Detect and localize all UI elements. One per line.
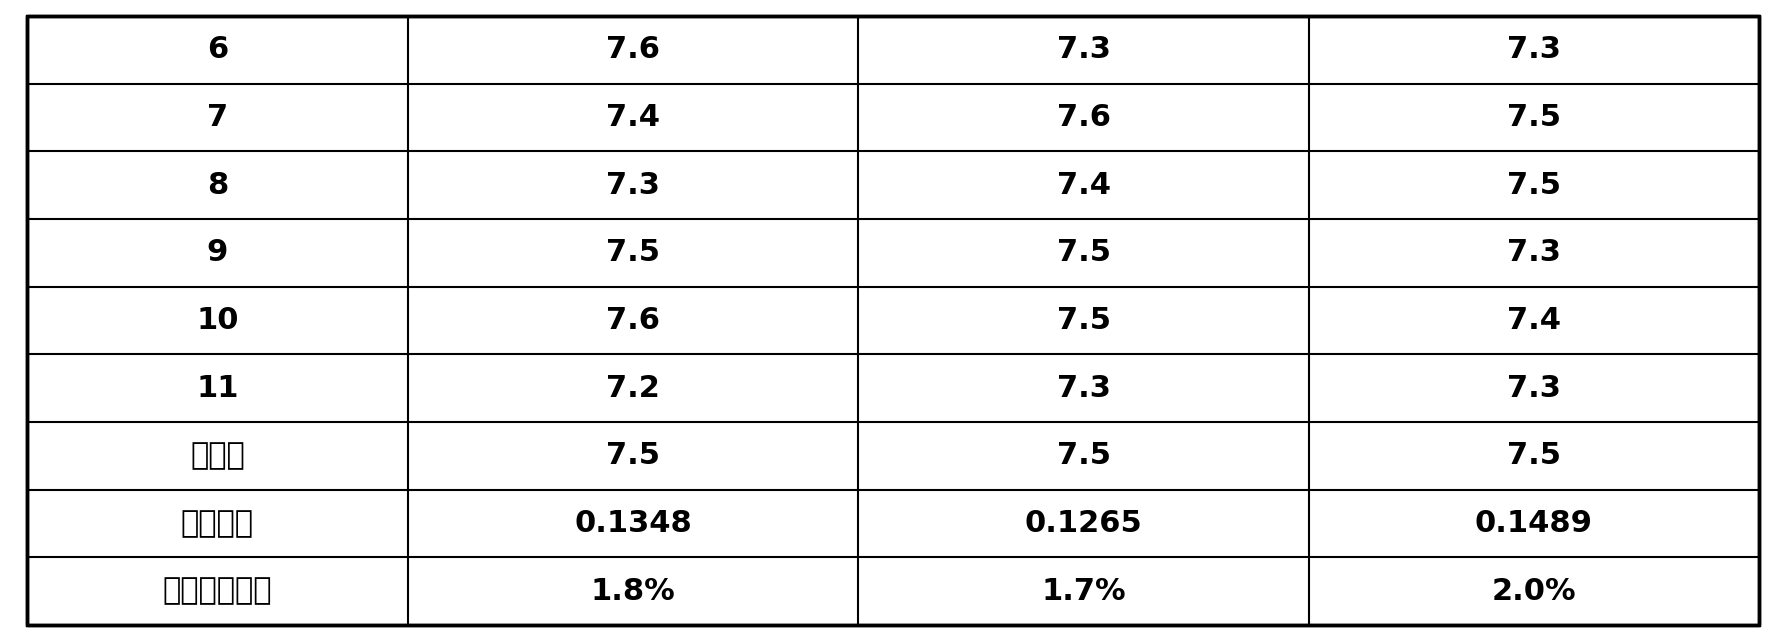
- Text: 7.5: 7.5: [1057, 238, 1111, 267]
- Text: 7.5: 7.5: [1507, 441, 1561, 470]
- Text: 0.1348: 0.1348: [575, 509, 691, 538]
- Text: 8: 8: [207, 171, 229, 200]
- Text: 平均値: 平均値: [189, 441, 245, 470]
- Text: 7.5: 7.5: [605, 441, 661, 470]
- Text: 标准偏差: 标准偏差: [180, 509, 254, 538]
- Text: 7.6: 7.6: [605, 35, 661, 64]
- Text: 7: 7: [207, 103, 229, 132]
- Text: 0.1265: 0.1265: [1025, 509, 1143, 538]
- Text: 7.6: 7.6: [1057, 103, 1111, 132]
- Text: 2.0%: 2.0%: [1491, 577, 1577, 606]
- Text: 7.5: 7.5: [1057, 306, 1111, 335]
- Text: 11: 11: [196, 374, 239, 403]
- Text: 10: 10: [196, 306, 239, 335]
- Text: 0.1489: 0.1489: [1475, 509, 1593, 538]
- Text: 7.5: 7.5: [1507, 171, 1561, 200]
- Text: 6: 6: [207, 35, 229, 64]
- Text: 7.3: 7.3: [605, 171, 661, 200]
- Text: 7.3: 7.3: [1057, 35, 1111, 64]
- Text: 1.8%: 1.8%: [591, 577, 675, 606]
- Text: 7.5: 7.5: [605, 238, 661, 267]
- Text: 9: 9: [207, 238, 229, 267]
- Text: 1.7%: 1.7%: [1041, 577, 1125, 606]
- Text: 7.3: 7.3: [1057, 374, 1111, 403]
- Text: 7.3: 7.3: [1507, 374, 1561, 403]
- Text: 7.5: 7.5: [1057, 441, 1111, 470]
- Text: 7.2: 7.2: [605, 374, 661, 403]
- Text: 7.5: 7.5: [1507, 103, 1561, 132]
- Text: 7.3: 7.3: [1507, 238, 1561, 267]
- Text: 相对标准偏差: 相对标准偏差: [163, 577, 271, 606]
- Text: 7.4: 7.4: [1057, 171, 1111, 200]
- Text: 7.6: 7.6: [605, 306, 661, 335]
- Text: 7.4: 7.4: [605, 103, 661, 132]
- Text: 7.4: 7.4: [1507, 306, 1561, 335]
- Text: 7.3: 7.3: [1507, 35, 1561, 64]
